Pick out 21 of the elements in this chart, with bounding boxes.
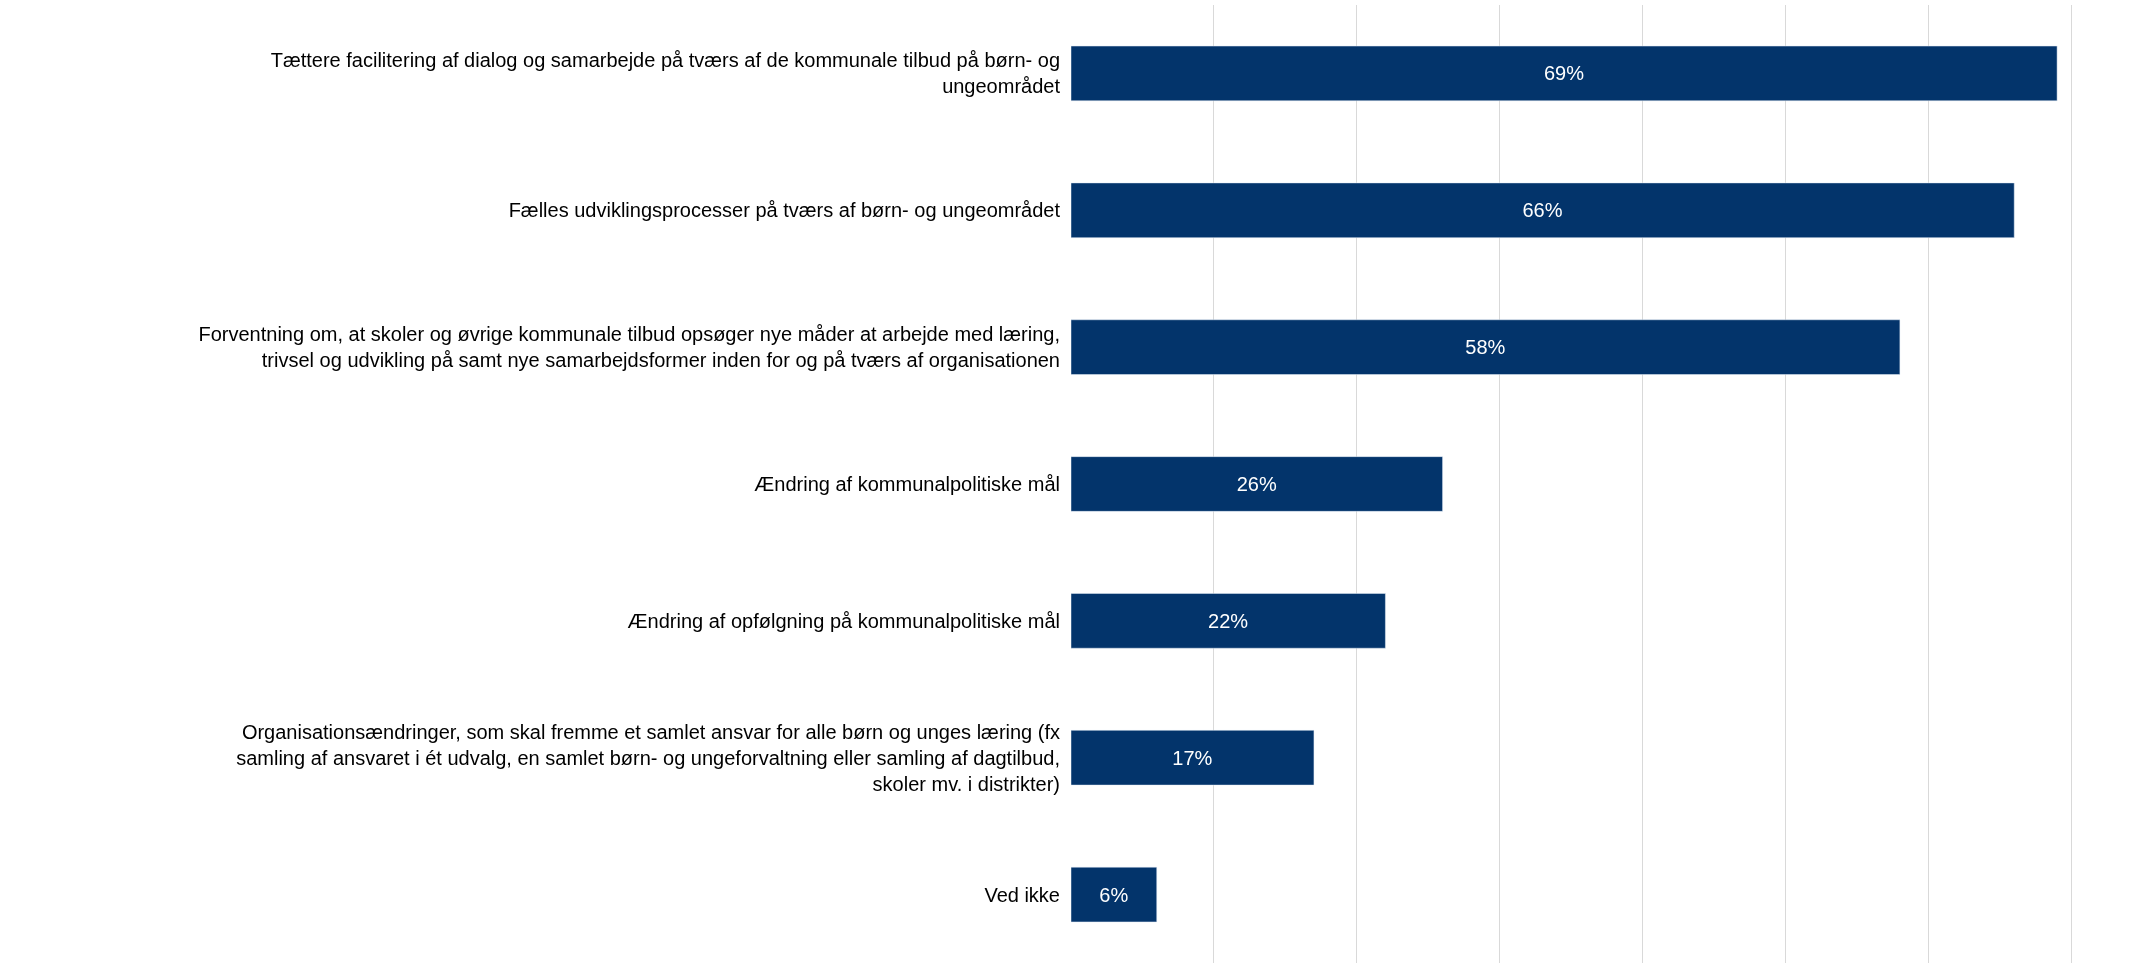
y-tick-label: Ændring af kommunalpolitiske mål xyxy=(754,473,1060,495)
bar xyxy=(1071,182,2015,238)
bar xyxy=(1071,319,1901,375)
bar xyxy=(1071,866,1157,923)
bar xyxy=(1071,593,1386,649)
data-label: 6% xyxy=(1099,883,1129,906)
data-label: 17% xyxy=(1172,746,1213,769)
y-tick-label: Tættere facilitering af dialog og samarbejde på tværs af de kommunale tilbud på børn- og ungeområdet xyxy=(270,49,1061,98)
data-label: 26% xyxy=(1236,473,1277,495)
y-tick-label: Organisationsændringer, som skal fremme et samlet ansvar for alle børn og unges læring (fx samling af ansvaret i ét udvalg, en samlet børn- og ungeforvaltning eller samling af dagtilbud, skoler mv. i distrikter) xyxy=(236,720,1060,795)
y-tick-label: Forventning om, at skoler og øvrige kommunale tilbud opsøger nye måder at arbejde med læring, trivsel og udvikling på samt nye samarbejdsformer inden for og på tværs af organisationen xyxy=(198,323,1060,372)
y-tick-label: Ændring af opfølgning på kommunalpolitiske mål xyxy=(627,609,1060,632)
y-tick-label: Fælles udviklingsprocesser på tværs af børn- og ungeområdet xyxy=(508,199,1061,222)
y-tick-label: Ved ikke xyxy=(984,883,1060,906)
bar xyxy=(1071,730,1315,786)
bar xyxy=(1071,456,1443,512)
data-label: 66% xyxy=(1522,199,1563,222)
data-label: 69% xyxy=(1543,62,1585,85)
data-label: 58% xyxy=(1465,336,1506,359)
data-label: 22% xyxy=(1208,609,1249,632)
bar xyxy=(1071,45,2058,102)
